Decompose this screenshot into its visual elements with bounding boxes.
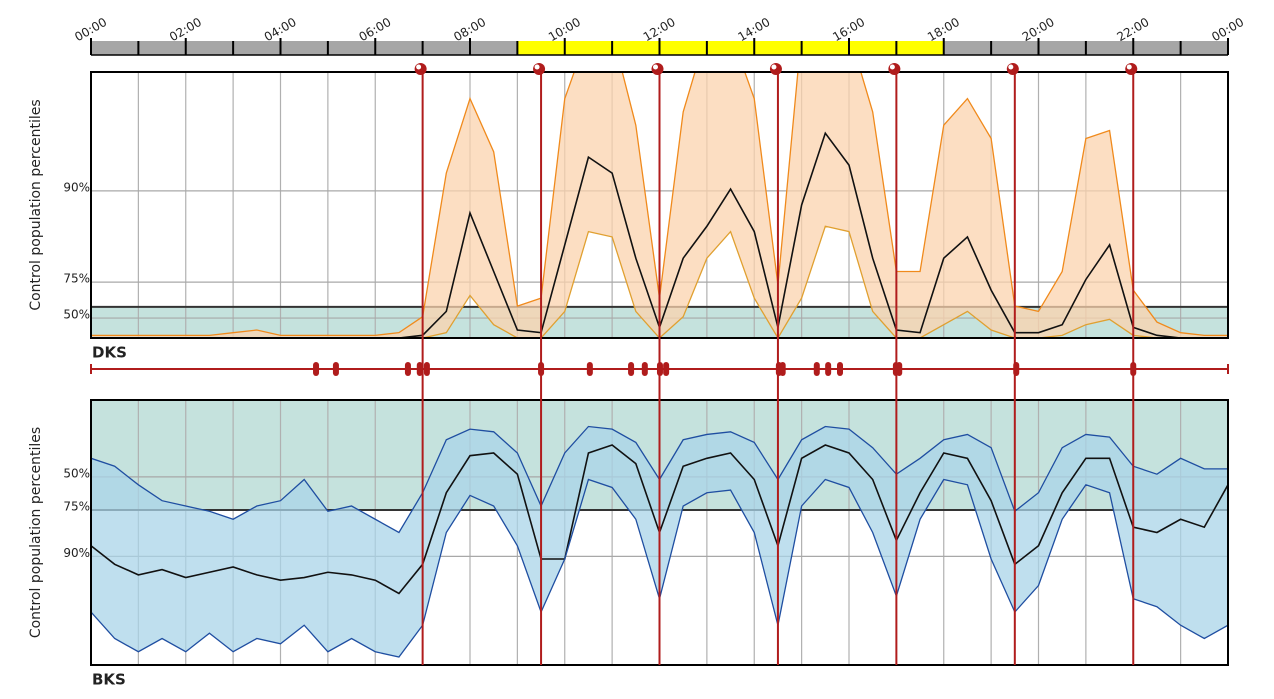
event-pin-hole bbox=[653, 64, 658, 70]
panel-title: DKS bbox=[92, 344, 127, 362]
event-pin-hole bbox=[1008, 64, 1014, 70]
event-pin bbox=[414, 63, 427, 75]
event-marker bbox=[404, 362, 411, 376]
y-tick-label: 75% bbox=[63, 272, 90, 286]
y-tick-label: 50% bbox=[63, 308, 90, 322]
y-tick-label: 50% bbox=[63, 466, 90, 480]
event-marker bbox=[836, 362, 843, 376]
event-marker bbox=[813, 362, 820, 376]
event-marker bbox=[896, 362, 903, 376]
percentile-band bbox=[91, 72, 1228, 338]
y-axis-label: Control population percentiles bbox=[28, 427, 44, 638]
event-pin bbox=[651, 63, 664, 75]
event-pin bbox=[1006, 63, 1019, 75]
panel-title: BKS bbox=[92, 671, 126, 689]
event-marker bbox=[332, 362, 339, 376]
event-marker bbox=[628, 362, 635, 376]
event-pin bbox=[1125, 63, 1138, 75]
light-period bbox=[517, 41, 944, 55]
event-pin-hole bbox=[534, 64, 540, 70]
event-marker bbox=[423, 362, 430, 376]
y-tick-label: 75% bbox=[63, 499, 90, 513]
event-marker bbox=[663, 362, 670, 376]
event-marker bbox=[313, 362, 320, 376]
event-pin bbox=[533, 63, 546, 75]
y-tick-label: 90% bbox=[63, 180, 90, 194]
event-pin-hole bbox=[416, 64, 422, 70]
event-marker bbox=[779, 362, 786, 376]
event-marker bbox=[416, 362, 423, 376]
event-pin bbox=[769, 63, 782, 75]
event-marker bbox=[825, 362, 832, 376]
y-tick-label: 90% bbox=[63, 546, 90, 560]
event-pin bbox=[888, 63, 901, 75]
event-marker bbox=[586, 362, 593, 376]
event-marker bbox=[641, 362, 648, 376]
event-pin-hole bbox=[1126, 64, 1132, 70]
y-axis-label: Control population percentiles bbox=[28, 99, 44, 310]
event-pin-hole bbox=[889, 64, 895, 70]
event-pin-hole bbox=[771, 64, 777, 70]
